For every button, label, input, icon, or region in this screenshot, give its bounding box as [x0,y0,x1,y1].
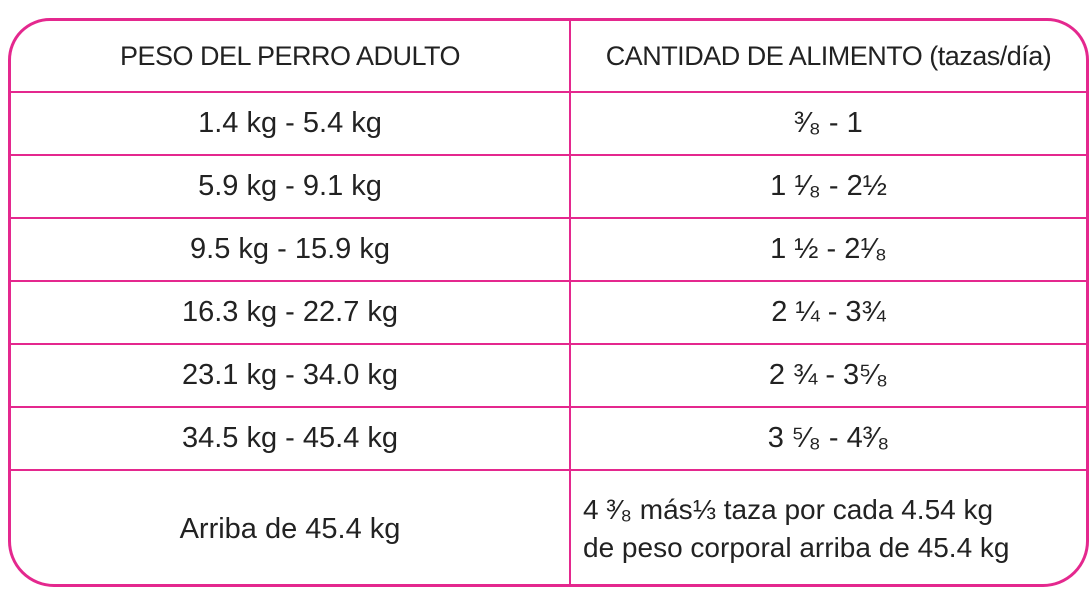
header-amount: CANTIDAD DE ALIMENTO (tazas/día) [569,21,1086,93]
feeding-table: PESO DEL PERRO ADULTO CANTIDAD DE ALIMEN… [11,21,1086,584]
amount-cell: ³⁄₈ - 1 [569,91,1086,156]
amount-cell: 2 ¾ - 3⁵⁄₈ [569,343,1086,408]
note-line-2: de peso corporal arriba de 45.4 kg [583,532,1010,563]
table-row: 23.1 kg - 34.0 kg 2 ¾ - 3⁵⁄₈ [11,343,1086,408]
weight-cell: Arriba de 45.4 kg [11,469,571,584]
weight-cell: 16.3 kg - 22.7 kg [11,280,571,345]
amount-cell: 1 ½ - 2¹⁄₈ [569,217,1086,282]
weight-cell: 23.1 kg - 34.0 kg [11,343,571,408]
weight-cell: 5.9 kg - 9.1 kg [11,154,571,219]
table-row-last: Arriba de 45.4 kg 4 ³⁄₈ más⅓ taza por ca… [11,469,1086,584]
header-row: PESO DEL PERRO ADULTO CANTIDAD DE ALIMEN… [11,21,1086,93]
amount-cell: 1 ¹⁄₈ - 2½ [569,154,1086,219]
weight-cell: 1.4 kg - 5.4 kg [11,91,571,156]
header-weight: PESO DEL PERRO ADULTO [11,21,571,93]
table-row: 16.3 kg - 22.7 kg 2 ¼ - 3¾ [11,280,1086,345]
weight-cell: 9.5 kg - 15.9 kg [11,217,571,282]
table-row: 1.4 kg - 5.4 kg ³⁄₈ - 1 [11,91,1086,156]
amount-cell-note: 4 ³⁄₈ más⅓ taza por cada 4.54 kg de peso… [569,469,1086,584]
amount-cell: 3 ⁵⁄₈ - 4³⁄₈ [569,406,1086,471]
table-row: 34.5 kg - 45.4 kg 3 ⁵⁄₈ - 4³⁄₈ [11,406,1086,471]
table-row: 5.9 kg - 9.1 kg 1 ¹⁄₈ - 2½ [11,154,1086,219]
amount-cell: 2 ¼ - 3¾ [569,280,1086,345]
note-line-1: 4 ³⁄₈ más⅓ taza por cada 4.54 kg [583,494,994,525]
table-row: 9.5 kg - 15.9 kg 1 ½ - 2¹⁄₈ [11,217,1086,282]
weight-cell: 34.5 kg - 45.4 kg [11,406,571,471]
feeding-table-frame: PESO DEL PERRO ADULTO CANTIDAD DE ALIMEN… [8,18,1089,587]
